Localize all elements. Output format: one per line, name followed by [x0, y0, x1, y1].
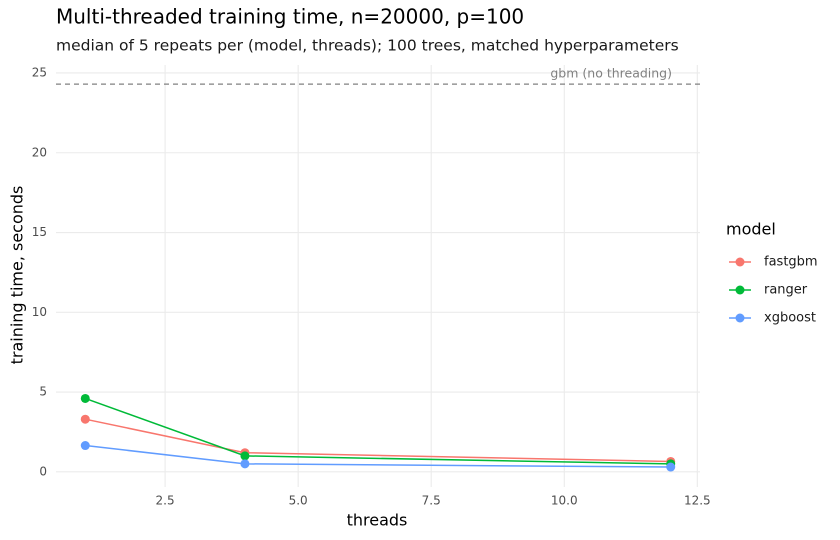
- legend-label: ranger: [764, 283, 808, 298]
- legend-title: model: [726, 220, 776, 239]
- chart-title: Multi-threaded training time, n=20000, p…: [56, 5, 524, 29]
- point: [80, 414, 90, 424]
- point: [240, 459, 250, 469]
- x-tick-label: 10.0: [551, 494, 578, 508]
- x-axis-title: threads: [347, 511, 408, 530]
- legend-label: xgboost: [764, 311, 816, 326]
- point: [666, 462, 676, 472]
- x-tick-label: 5.0: [289, 494, 308, 508]
- point: [240, 451, 250, 461]
- y-tick-label: 25: [32, 65, 47, 79]
- reference-label: gbm (no threading): [550, 66, 672, 81]
- y-tick-label: 15: [32, 225, 47, 239]
- y-tick-label: 20: [32, 145, 47, 159]
- x-tick-label: 12.5: [684, 494, 711, 508]
- legend-label: fastgbm: [764, 255, 818, 270]
- legend-key-point: [735, 285, 745, 295]
- y-tick-label: 5: [39, 385, 47, 399]
- y-tick-label: 10: [32, 305, 47, 319]
- legend-key-point: [735, 257, 745, 267]
- y-tick-label: 0: [39, 464, 47, 478]
- x-tick-label: 2.5: [156, 494, 175, 508]
- x-tick-label: 7.5: [422, 494, 441, 508]
- point: [80, 441, 90, 451]
- y-axis-title: training time, seconds: [8, 186, 27, 365]
- chart-subtitle: median of 5 repeats per (model, threads)…: [56, 37, 679, 55]
- legend-key-point: [735, 313, 745, 323]
- point: [80, 393, 90, 403]
